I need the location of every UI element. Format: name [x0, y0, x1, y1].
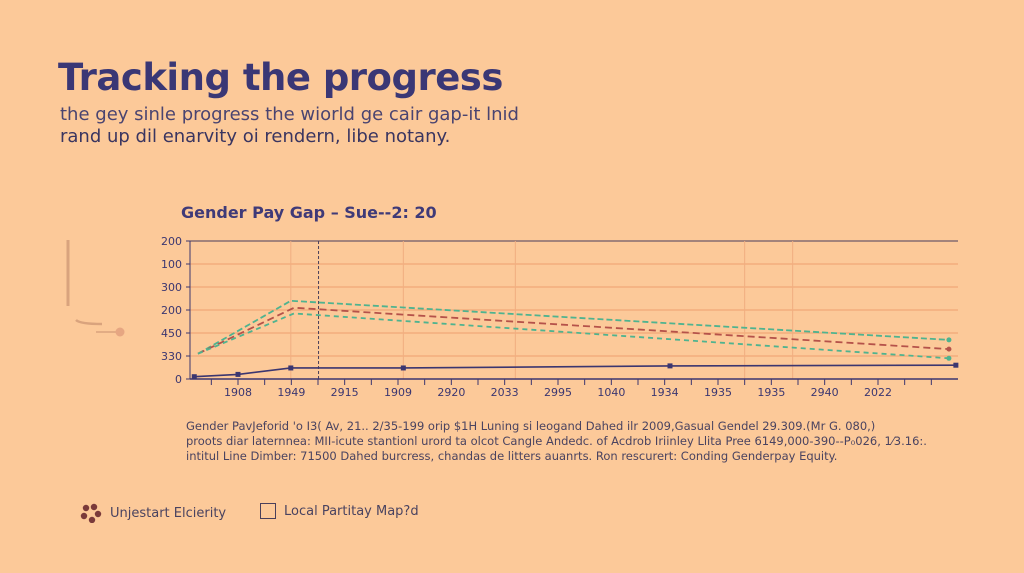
- series-line-navy-solid: [194, 364, 956, 378]
- y-tick-label: 200: [161, 304, 182, 317]
- x-tick-label: 2033: [491, 386, 519, 399]
- data-point: [667, 363, 673, 369]
- x-tick-label: 2940: [811, 386, 839, 399]
- x-tick-label: 2915: [331, 386, 359, 399]
- series-line-red-dashed: [197, 306, 949, 355]
- subtitle-line-1: the gey sinle progress the wiorld ge cai…: [60, 104, 519, 125]
- y-tick-label: 100: [161, 258, 182, 271]
- data-point: [191, 374, 197, 380]
- x-tick-label: 2920: [437, 386, 465, 399]
- x-tick-label: 1040: [597, 386, 625, 399]
- data-point: [235, 371, 241, 377]
- data-point: [953, 362, 959, 368]
- y-tick-label: 300: [161, 281, 182, 294]
- x-tick-label: 1935: [704, 386, 732, 399]
- legend-item-2[interactable]: Local Partitay Map?d: [260, 503, 419, 519]
- subtitle-line-2: rand up dil enarvity oi rendern, libe no…: [60, 126, 451, 147]
- y-tick-label: 200: [161, 235, 182, 248]
- cluster-icon: [80, 503, 102, 523]
- page-title: Tracking the progress: [58, 56, 503, 99]
- series-line-green-lower-dashed: [197, 312, 949, 360]
- chart-title: Gender Pay Gap – Sue--2: 20: [181, 203, 437, 222]
- data-point: [946, 337, 952, 343]
- data-point: [946, 355, 952, 361]
- footnote-line-3: intitul Line Dimber: 71500 Dahed burcres…: [186, 449, 838, 463]
- x-tick-label: 1934: [651, 386, 679, 399]
- x-tick-label: 2995: [544, 386, 572, 399]
- footnote-line-1: Gender PavJeforid 'o I3( Av, 21.. 2/35-1…: [186, 419, 876, 433]
- x-tick-label: 1949: [277, 386, 305, 399]
- legend-label-2: Local Partitay Map?d: [284, 503, 419, 519]
- x-tick-label: 1909: [384, 386, 412, 399]
- data-point: [288, 365, 294, 371]
- data-point: [400, 365, 406, 371]
- legend-item-1[interactable]: Unjestart Elcierity: [80, 503, 226, 523]
- legend-label-1: Unjestart Elcierity: [110, 505, 227, 521]
- x-tick-label: 2022: [864, 386, 892, 399]
- y-tick-label: 330: [161, 350, 182, 363]
- decorative-bracket: [66, 240, 125, 337]
- y-tick-label: 0: [175, 373, 182, 386]
- footnote-line-2: proots diar laternnea: MII-icute stantio…: [186, 434, 927, 448]
- x-tick-label: 1908: [224, 386, 252, 399]
- data-point: [946, 346, 952, 352]
- y-tick-label: 450: [161, 327, 182, 340]
- checkbox-icon[interactable]: [260, 503, 276, 519]
- x-tick-label: 1935: [757, 386, 785, 399]
